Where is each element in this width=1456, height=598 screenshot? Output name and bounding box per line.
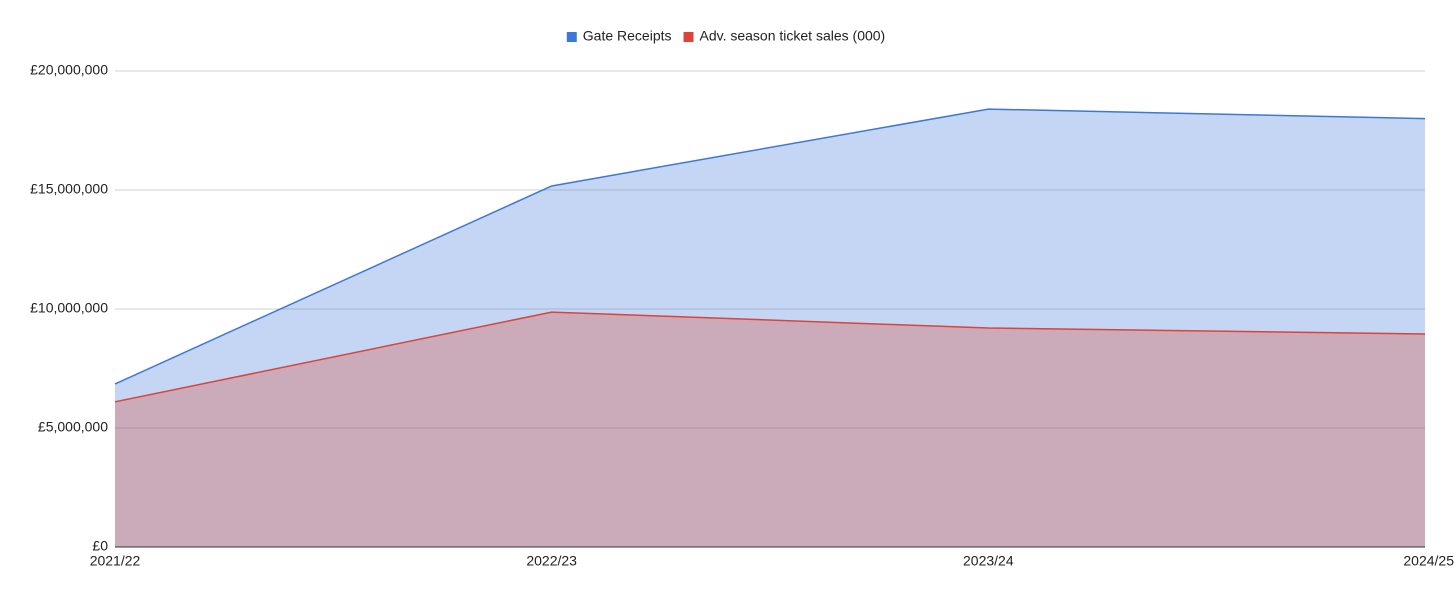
y-tick-label: £15,000,000 <box>30 181 108 197</box>
y-tick-label: £5,000,000 <box>38 419 108 435</box>
legend-swatch <box>566 32 577 42</box>
x-tick-label: 2022/23 <box>526 553 577 569</box>
legend-label: Adv. season ticket sales (000) <box>700 28 886 44</box>
area-line <box>114 311 1426 403</box>
x-tick-label: 2024/25 <box>1403 553 1454 569</box>
legend-label: Gate Receipts <box>583 28 672 44</box>
legend: Gate Receipts Adv. season ticket sales (0… <box>566 28 886 44</box>
legend-swatch <box>683 32 694 42</box>
y-tick-label: £10,000,000 <box>30 300 108 316</box>
y-tick-label: £0 <box>92 538 108 554</box>
x-tick-label: 2021/22 <box>90 553 141 569</box>
area-fill <box>115 312 1425 547</box>
area-fill <box>115 109 1425 547</box>
x-tick-label: 2023/24 <box>963 553 1014 569</box>
y-tick-label: £20,000,000 <box>30 62 108 78</box>
area-line <box>114 108 1426 385</box>
